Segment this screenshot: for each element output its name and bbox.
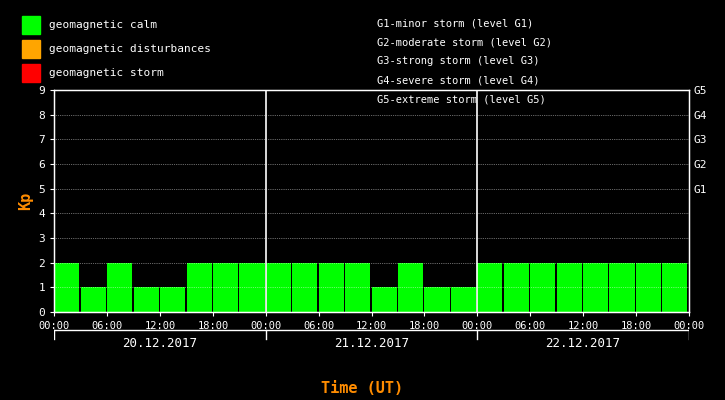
Bar (504, 263, 529, 312)
Text: 22.12.2017: 22.12.2017 (545, 337, 621, 350)
Text: G4-severe storm (level G4): G4-severe storm (level G4) (377, 76, 539, 86)
Bar (213, 263, 238, 312)
Bar (160, 287, 185, 312)
Bar (266, 263, 291, 312)
Text: geomagnetic disturbances: geomagnetic disturbances (49, 44, 210, 54)
Bar (583, 263, 608, 312)
Text: Time (UT): Time (UT) (321, 381, 404, 396)
Bar (54, 263, 80, 312)
Text: 21.12.2017: 21.12.2017 (334, 337, 409, 350)
Bar (80, 287, 106, 312)
Bar (424, 287, 450, 312)
Bar (107, 263, 133, 312)
Bar (663, 263, 687, 312)
Bar (530, 263, 555, 312)
Bar (292, 263, 318, 312)
Text: G1-minor storm (level G1): G1-minor storm (level G1) (377, 18, 534, 28)
Text: geomagnetic calm: geomagnetic calm (49, 20, 157, 30)
Bar (133, 287, 159, 312)
Bar (451, 287, 476, 312)
Bar (239, 263, 265, 312)
Y-axis label: Kp: Kp (18, 192, 33, 210)
Bar (345, 263, 370, 312)
Bar (319, 263, 344, 312)
Bar (636, 263, 661, 312)
Bar (557, 263, 581, 312)
Bar (398, 263, 423, 312)
Bar (477, 263, 502, 312)
Text: G2-moderate storm (level G2): G2-moderate storm (level G2) (377, 37, 552, 47)
Text: G3-strong storm (level G3): G3-strong storm (level G3) (377, 56, 539, 66)
Text: 20.12.2017: 20.12.2017 (123, 337, 198, 350)
Text: G5-extreme storm (level G5): G5-extreme storm (level G5) (377, 95, 546, 105)
Bar (186, 263, 212, 312)
Text: geomagnetic storm: geomagnetic storm (49, 68, 163, 78)
Bar (371, 287, 397, 312)
Bar (610, 263, 634, 312)
